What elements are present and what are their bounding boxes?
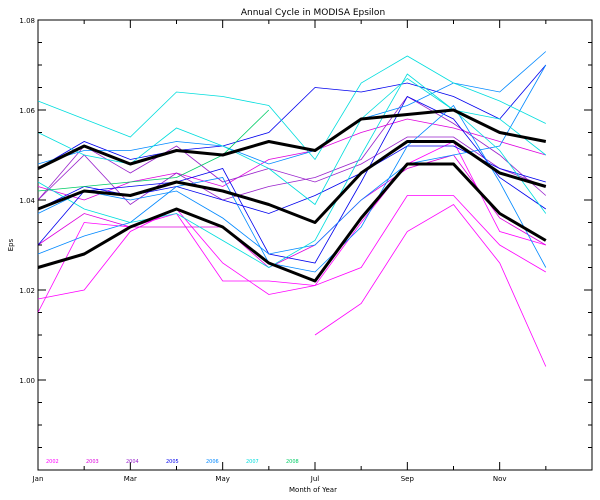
bold-series-layer: [37, 108, 547, 283]
legend: 2002 2003 2004 2005 2006 2007 2008: [46, 459, 299, 465]
legend-entry: 2007: [246, 459, 259, 465]
x-axis-label: Month of Year: [289, 486, 337, 494]
x-tick-label: May: [215, 475, 229, 483]
chart-title: Annual Cycle in MODISA Epsilon: [241, 8, 385, 18]
legend-entry: 2002: [46, 459, 59, 465]
series-line-15: [37, 73, 547, 268]
y-tick-label: 1.06: [19, 107, 35, 115]
x-axis: Jan Mar May Jul Sep Nov: [32, 20, 547, 483]
y-axis: 1.00 1.02 1.04 1.06 1.08: [19, 17, 592, 471]
x-tick-label: Nov: [493, 475, 507, 483]
series-line-6: [37, 136, 546, 201]
series-line-10: [37, 104, 547, 273]
series-line-12: [37, 51, 547, 165]
y-tick-label: 1.02: [19, 287, 35, 295]
y-axis-label: Eps: [7, 238, 15, 251]
bold-series-line-2: [37, 162, 547, 283]
x-tick-label: Mar: [124, 475, 137, 483]
series-line-14: [37, 77, 547, 206]
bold-series-line-0: [37, 108, 547, 170]
legend-entry: 2004: [126, 459, 139, 465]
legend-entry: 2005: [166, 459, 179, 465]
series-line-13: [37, 55, 546, 161]
series-line-3: [37, 154, 547, 268]
series-line-4: [37, 118, 546, 201]
legend-entry: 2008: [286, 459, 299, 465]
series-line-11: [37, 64, 547, 255]
series-line-16: [37, 109, 270, 192]
series-layer: [37, 51, 547, 367]
y-tick-label: 1.08: [19, 17, 35, 25]
series-line-0: [314, 203, 547, 367]
x-tick-label: Sep: [401, 475, 415, 483]
series-line-2: [37, 140, 546, 300]
x-tick-label: Jul: [310, 475, 320, 483]
series-line-1: [37, 195, 547, 313]
series-line-7: [37, 64, 547, 169]
legend-entry: 2003: [86, 459, 99, 465]
x-tick-label: Jan: [32, 475, 44, 483]
legend-entry: 2006: [206, 459, 219, 465]
series-line-8: [37, 95, 547, 264]
y-tick-label: 1.00: [19, 377, 35, 385]
y-tick-label: 1.04: [19, 197, 35, 205]
bold-series-line-1: [37, 140, 547, 224]
